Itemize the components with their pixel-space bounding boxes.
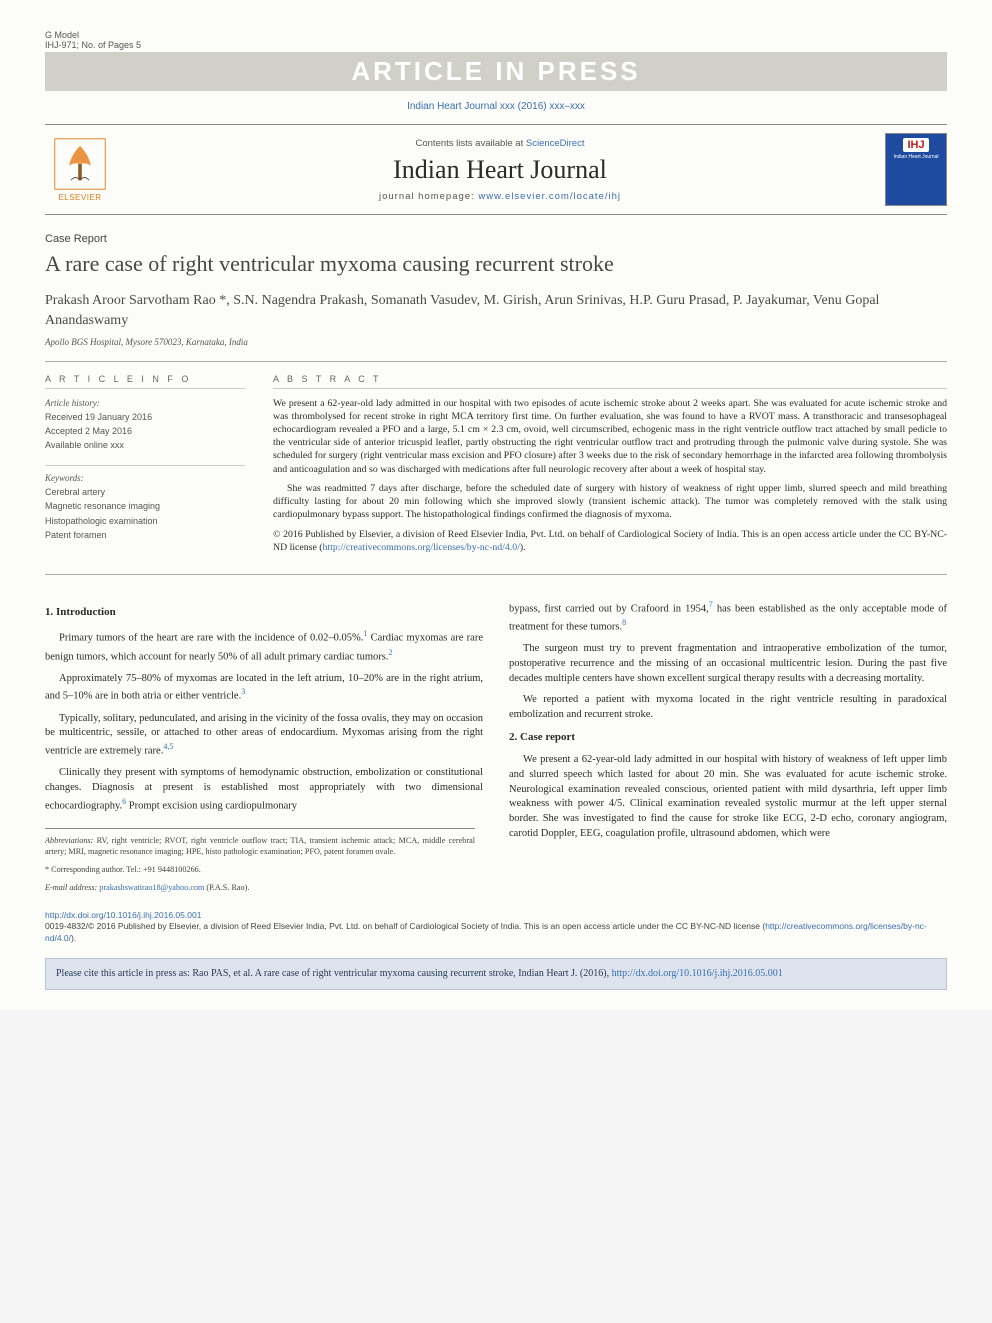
journal-name: Indian Heart Journal <box>115 155 885 185</box>
affiliation: Apollo BGS Hospital, Mysore 570023, Karn… <box>45 337 947 347</box>
body-para: Clinically they present with symptoms of… <box>45 766 483 814</box>
abstract-heading: A B S T R A C T <box>273 374 947 389</box>
section-1-heading: 1. Introduction <box>45 605 483 620</box>
received: Received 19 January 2016 <box>45 411 245 423</box>
authors: Prakash Aroor Sarvotham Rao *, S.N. Nage… <box>45 291 947 330</box>
accepted: Accepted 2 May 2016 <box>45 425 245 437</box>
abstract-p2: She was readmitted 7 days after discharg… <box>273 482 947 522</box>
citation-top: Indian Heart Journal xxx (2016) xxx–xxx <box>45 101 947 112</box>
body-para: Approximately 75–80% of myxomas are loca… <box>45 672 483 705</box>
keyword: Magnetic resonance imaging <box>45 500 245 512</box>
left-column: 1. Introduction Primary tumors of the he… <box>45 599 483 900</box>
cover-abbr: IHJ <box>903 138 928 152</box>
keyword: Patent foramen <box>45 529 245 541</box>
journal-header: ELSEVIER Contents lists available at Sci… <box>45 124 947 215</box>
cite-doi-link[interactable]: http://dx.doi.org/10.1016/j.ihj.2016.05.… <box>612 968 783 979</box>
gmodel-row: G Model IHJ-971; No. of Pages 5 <box>45 30 947 50</box>
history-label: Article history: <box>45 397 245 409</box>
body-para: Typically, solitary, pedunculated, and a… <box>45 712 483 760</box>
abstract-body: We present a 62-year-old lady admitted i… <box>273 397 947 554</box>
keyword: Histopathologic examination <box>45 515 245 527</box>
journal-cover: IHJ Indian Heart Journal <box>885 133 947 206</box>
body-para: We reported a patient with myxoma locate… <box>509 693 947 722</box>
footnotes: Abbreviations: RV, right ventricle; RVOT… <box>45 828 475 893</box>
corresponding-author: * Corresponding author. Tel.: +91 944810… <box>45 864 475 875</box>
keyword: Cerebral artery <box>45 486 245 498</box>
contents-prefix: Contents lists available at <box>416 138 526 149</box>
doi-link[interactable]: http://dx.doi.org/10.1016/j.ihj.2016.05.… <box>45 910 201 920</box>
press-banner: ARTICLE IN PRESS <box>45 52 947 91</box>
abstract-block: A B S T R A C T We present a 62-year-old… <box>273 374 947 560</box>
ref-2[interactable]: 2 <box>388 648 392 657</box>
ref-3[interactable]: 3 <box>241 687 245 696</box>
body-para: We present a 62-year-old lady admitted i… <box>509 753 947 841</box>
article-info: A R T I C L E I N F O Article history: R… <box>45 374 245 560</box>
doi-block: http://dx.doi.org/10.1016/j.ihj.2016.05.… <box>45 910 947 944</box>
contents-line: Contents lists available at ScienceDirec… <box>115 138 885 149</box>
cite-box: Please cite this article in press as: Ra… <box>45 958 947 990</box>
abbreviations: Abbreviations: RV, right ventricle; RVOT… <box>45 835 475 857</box>
homepage-link[interactable]: www.elsevier.com/locate/ihj <box>478 191 621 202</box>
homepage-prefix: journal homepage: <box>379 191 478 202</box>
copyright-close: ). <box>520 542 526 553</box>
elsevier-tree-icon <box>53 137 107 191</box>
keywords-block: Keywords: Cerebral artery Magnetic reson… <box>45 465 245 541</box>
ref-4-5[interactable]: 4,5 <box>163 742 173 751</box>
body-para: bypass, first carried out by Crafoord in… <box>509 599 947 635</box>
available-online: Available online xxx <box>45 439 245 451</box>
sciencedirect-link[interactable]: ScienceDirect <box>526 138 585 149</box>
email-line: E-mail address: prakashswatirao18@yahoo.… <box>45 882 475 893</box>
article-title: A rare case of right ventricular myxoma … <box>45 251 947 277</box>
doi-text: 0019-4832/© 2016 Published by Elsevier, … <box>45 921 765 931</box>
abstract-p1: We present a 62-year-old lady admitted i… <box>273 397 947 476</box>
abstract-copyright: © 2016 Published by Elsevier, a division… <box>273 528 947 554</box>
body-columns: 1. Introduction Primary tumors of the he… <box>45 599 947 900</box>
gmodel-label: G Model <box>45 30 141 40</box>
cite-text: Please cite this article in press as: Ra… <box>56 968 612 979</box>
right-column: bypass, first carried out by Crafoord in… <box>509 599 947 900</box>
elsevier-text: ELSEVIER <box>58 193 101 202</box>
meta-row: A R T I C L E I N F O Article history: R… <box>45 361 947 575</box>
keywords-label: Keywords: <box>45 472 245 484</box>
body-para: The surgeon must try to prevent fragment… <box>509 642 947 686</box>
elsevier-logo: ELSEVIER <box>45 133 115 206</box>
gmodel-id: IHJ-971; No. of Pages 5 <box>45 40 141 50</box>
body-para: Primary tumors of the heart are rare wit… <box>45 628 483 664</box>
article-type: Case Report <box>45 233 947 245</box>
page: G Model IHJ-971; No. of Pages 5 ARTICLE … <box>0 0 992 1010</box>
section-2-heading: 2. Case report <box>509 730 947 745</box>
email-link[interactable]: prakashswatirao18@yahoo.com <box>99 883 204 892</box>
journal-center: Contents lists available at ScienceDirec… <box>115 133 885 206</box>
homepage-line: journal homepage: www.elsevier.com/locat… <box>115 191 885 202</box>
info-heading: A R T I C L E I N F O <box>45 374 245 389</box>
license-link[interactable]: http://creativecommons.org/licenses/by-n… <box>323 542 520 553</box>
cover-sub: Indian Heart Journal <box>893 154 938 160</box>
ref-8[interactable]: 8 <box>622 618 626 627</box>
